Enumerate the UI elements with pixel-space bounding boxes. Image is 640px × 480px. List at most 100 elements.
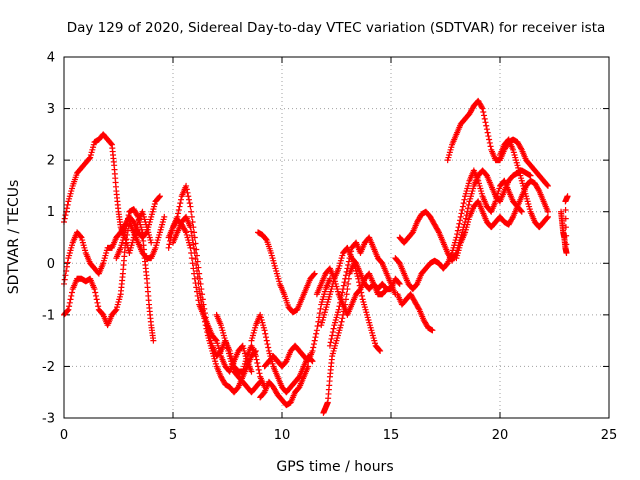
- plus-marker: [338, 292, 345, 299]
- plus-marker: [338, 318, 345, 325]
- plus-marker: [459, 203, 466, 210]
- plus-marker: [336, 303, 343, 310]
- plus-marker: [194, 274, 201, 281]
- plus-marker: [161, 213, 168, 220]
- plus-marker: [342, 272, 349, 279]
- plus-marker: [185, 193, 192, 200]
- plus-marker: [487, 143, 494, 150]
- plus-marker: [63, 263, 70, 270]
- plus-marker: [313, 327, 320, 334]
- plus-marker: [64, 307, 71, 314]
- plus-marker: [453, 234, 460, 241]
- plus-marker: [395, 280, 402, 287]
- plus-marker: [429, 327, 436, 334]
- plus-marker: [123, 222, 130, 229]
- series-arc-21: [453, 177, 551, 262]
- plus-marker: [483, 126, 490, 133]
- plus-marker: [454, 231, 461, 238]
- plus-marker: [456, 220, 463, 227]
- plus-marker: [190, 241, 197, 248]
- plus-marker: [191, 229, 198, 236]
- plus-marker: [562, 224, 569, 231]
- plus-marker: [256, 370, 263, 377]
- plus-marker: [345, 275, 352, 282]
- chart-title: Day 129 of 2020, Sidereal Day-to-day VTE…: [67, 20, 606, 36]
- plus-marker: [382, 286, 389, 293]
- plus-marker: [182, 228, 189, 235]
- y-axis-label: SDTVAR / TECUs: [6, 180, 22, 295]
- plus-marker: [396, 280, 403, 287]
- plus-marker: [345, 262, 352, 269]
- plus-marker: [175, 210, 182, 217]
- plus-marker: [124, 219, 131, 226]
- plus-marker: [93, 296, 100, 303]
- grid-lines: [64, 57, 609, 418]
- plus-marker: [340, 311, 347, 318]
- plus-marker: [311, 270, 318, 277]
- plus-marker: [544, 182, 551, 189]
- plus-marker: [562, 206, 569, 213]
- plus-marker: [156, 193, 163, 200]
- plus-marker: [63, 205, 70, 212]
- plus-marker: [462, 215, 469, 222]
- plus-marker: [61, 276, 68, 283]
- plus-marker: [478, 104, 485, 111]
- plus-marker: [435, 228, 442, 235]
- plus-marker: [92, 292, 99, 299]
- plus-marker: [255, 363, 262, 370]
- plus-marker: [317, 305, 324, 312]
- plus-marker: [454, 227, 461, 234]
- plus-marker: [189, 260, 196, 267]
- plot-frame: [63, 56, 610, 419]
- plus-marker: [358, 289, 365, 296]
- plus-marker: [188, 213, 195, 220]
- plus-marker: [64, 259, 71, 266]
- plus-marker: [190, 265, 197, 272]
- plus-marker: [310, 341, 317, 348]
- x-tick-label: 10: [274, 428, 291, 443]
- plus-marker: [186, 200, 193, 207]
- plus-marker: [188, 232, 195, 239]
- plus-marker: [198, 298, 205, 305]
- plus-marker: [254, 359, 261, 366]
- plus-marker: [197, 294, 204, 301]
- plus-marker: [328, 335, 335, 342]
- y-tick-label: -1: [42, 308, 55, 323]
- plus-marker: [356, 282, 363, 289]
- plus-marker: [518, 208, 525, 215]
- series-arc-17: [394, 291, 436, 334]
- plus-marker: [337, 296, 344, 303]
- x-tick-label: 25: [601, 428, 618, 443]
- plus-marker: [460, 200, 467, 207]
- plus-marker: [77, 233, 84, 240]
- plus-marker: [314, 323, 321, 330]
- plus-marker: [327, 339, 334, 346]
- plus-marker: [415, 305, 422, 312]
- plus-marker: [68, 289, 75, 296]
- plus-marker: [86, 155, 93, 162]
- plus-marker: [316, 310, 323, 317]
- plus-marker: [185, 196, 192, 203]
- plus-marker: [150, 337, 157, 344]
- plus-marker: [347, 251, 354, 258]
- plus-marker: [253, 356, 260, 363]
- x-tick-label: 0: [60, 428, 68, 443]
- plus-marker: [481, 112, 488, 119]
- plus-marker: [248, 368, 255, 375]
- plus-marker: [330, 325, 337, 332]
- plus-marker: [68, 292, 75, 299]
- series-arc-4: [113, 206, 157, 344]
- series-arc-16: [320, 260, 384, 416]
- plus-marker: [479, 105, 486, 112]
- plus-marker: [62, 212, 69, 219]
- plus-marker: [480, 109, 487, 116]
- plus-marker: [177, 196, 184, 203]
- plus-marker: [485, 133, 492, 140]
- plus-marker: [148, 239, 155, 246]
- series-arc-15: [326, 234, 399, 349]
- plus-marker: [193, 268, 200, 275]
- plus-marker: [92, 289, 99, 296]
- plus-marker: [212, 336, 219, 343]
- plus-marker: [342, 296, 349, 303]
- y-tick-label: 1: [47, 205, 55, 220]
